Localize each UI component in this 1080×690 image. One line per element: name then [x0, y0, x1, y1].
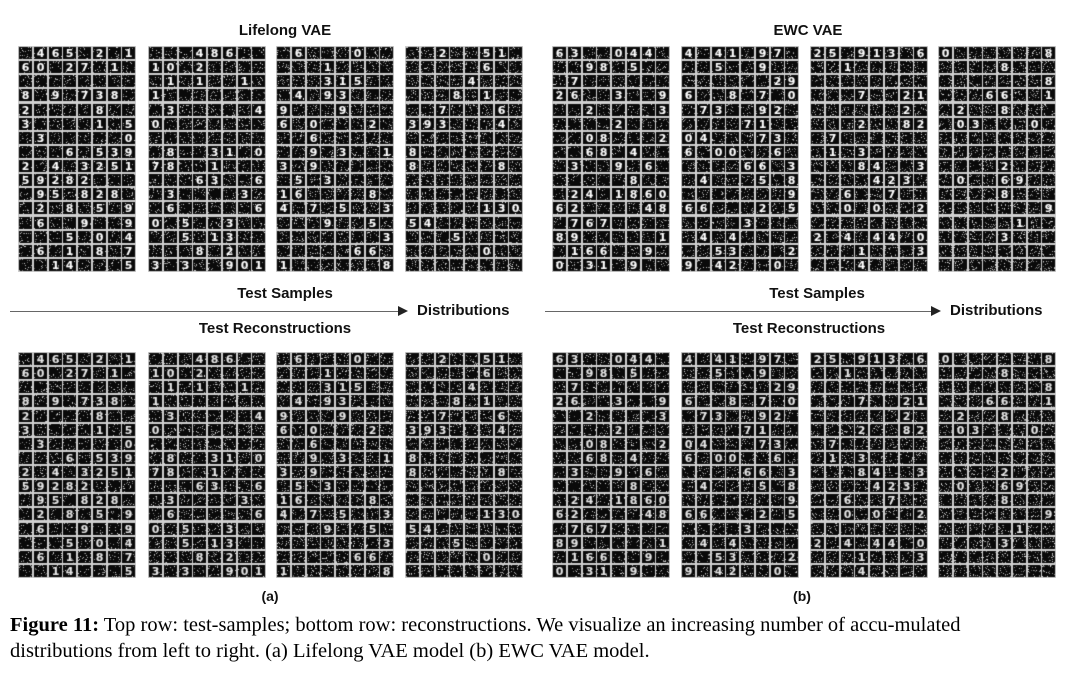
figure-label: Figure 11: — [10, 614, 100, 636]
sample-grid — [681, 46, 799, 272]
distributions-arrow-left — [10, 311, 400, 312]
row-label-test-samples-right: Test Samples — [769, 285, 865, 302]
figure-caption: Figure 11: Top row: test-samples; bottom… — [10, 612, 1062, 664]
reconstruction-grid — [148, 352, 266, 578]
arrow-label-distributions-right: Distributions — [950, 302, 1043, 319]
reconstruction-grid — [810, 352, 928, 578]
row-label-test-reconstructions-left: Test Reconstructions — [198, 320, 352, 337]
sample-grid — [148, 46, 266, 272]
sample-grid — [405, 46, 523, 272]
sample-grid — [276, 46, 394, 272]
panel-title-ewc-vae: EWC VAE — [773, 22, 843, 39]
row-label-test-reconstructions-right: Test Reconstructions — [732, 320, 886, 337]
reconstruction-grid — [18, 352, 136, 578]
distributions-arrow-right — [545, 311, 933, 312]
sample-grid — [810, 46, 928, 272]
sample-grid — [18, 46, 136, 272]
arrow-label-distributions-left: Distributions — [417, 302, 510, 319]
reconstruction-grid — [938, 352, 1056, 578]
reconstruction-grid — [276, 352, 394, 578]
sample-grid — [938, 46, 1056, 272]
panel-title-lifelong-vae: Lifelong VAE — [238, 22, 332, 39]
sample-grid — [552, 46, 670, 272]
sub-label-a: (a) — [261, 588, 279, 604]
sub-label-b: (b) — [793, 588, 811, 604]
reconstruction-grid — [681, 352, 799, 578]
row-label-test-samples-left: Test Samples — [237, 285, 333, 302]
caption-text: Top row: test-samples; bottom row: recon… — [10, 614, 961, 662]
arrow-head-icon — [398, 306, 408, 316]
reconstruction-grid — [552, 352, 670, 578]
reconstruction-grid — [405, 352, 523, 578]
arrow-head-icon — [931, 306, 941, 316]
